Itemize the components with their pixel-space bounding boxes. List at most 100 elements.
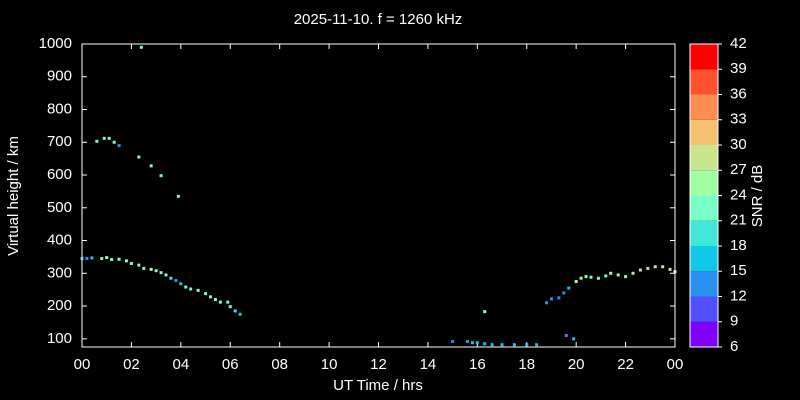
data-point <box>208 295 212 299</box>
colorbar-band <box>690 246 718 272</box>
colorbar-band <box>690 195 718 221</box>
y-tick-label: 1000 <box>39 35 72 52</box>
data-point <box>218 300 222 304</box>
y-tick-label: 500 <box>47 199 72 216</box>
colorbar-band <box>690 119 718 145</box>
colorbar-tick-label: 27 <box>730 161 747 178</box>
data-point <box>490 343 494 347</box>
data-point <box>110 258 114 262</box>
data-point <box>90 256 94 260</box>
data-point <box>465 339 469 343</box>
y-tick-label: 600 <box>47 166 72 183</box>
data-point <box>572 337 576 341</box>
data-point <box>124 259 128 263</box>
x-tick-label: 18 <box>518 356 535 373</box>
colorbar-tick-label: 33 <box>730 111 747 128</box>
data-point <box>579 276 583 280</box>
data-point <box>139 45 143 49</box>
data-point <box>646 266 650 270</box>
data-point <box>204 292 208 296</box>
data-point <box>562 291 566 295</box>
x-tick-label: 06 <box>222 356 239 373</box>
data-point <box>176 194 180 198</box>
x-tick-label: 08 <box>271 356 288 373</box>
x-tick-label: 14 <box>420 356 437 373</box>
y-tick-label: 900 <box>47 68 72 85</box>
data-point <box>137 155 141 159</box>
data-point <box>638 268 642 272</box>
data-point <box>470 341 474 345</box>
x-tick-label: 22 <box>617 356 634 373</box>
colorbar-tick-label: 39 <box>730 60 747 77</box>
x-tick-label: 12 <box>370 356 387 373</box>
x-tick-label: 10 <box>321 356 338 373</box>
x-tick-label: 04 <box>172 356 189 373</box>
data-point <box>512 343 516 347</box>
colorbar-tick-label: 9 <box>730 313 738 330</box>
data-point <box>574 279 578 283</box>
colorbar-band <box>690 44 718 70</box>
data-point <box>174 279 178 283</box>
data-point <box>589 275 593 279</box>
data-point <box>189 287 193 291</box>
y-axis-label: Virtual height / km <box>5 136 22 256</box>
data-point <box>557 296 561 300</box>
data-point <box>85 257 89 261</box>
data-point <box>112 140 116 144</box>
colorbar-band <box>690 321 718 347</box>
colorbar-tick-label: 42 <box>730 35 747 52</box>
data-point <box>179 282 183 286</box>
data-point <box>545 301 549 305</box>
data-point <box>238 312 242 316</box>
data-point <box>226 300 230 304</box>
data-point <box>117 257 121 261</box>
colorbar-band <box>690 220 718 246</box>
colorbar-tick-label: 12 <box>730 287 747 304</box>
y-tick-label: 800 <box>47 100 72 117</box>
colorbar-band <box>690 94 718 120</box>
colorbar-tick-label: 24 <box>730 186 747 203</box>
data-point <box>604 274 608 278</box>
colorbar-tick-label: 6 <box>730 338 738 355</box>
data-point <box>213 298 217 302</box>
data-point <box>129 261 133 265</box>
data-point <box>564 334 568 338</box>
y-tick-label: 100 <box>47 330 72 347</box>
colorbar-tick-label: 21 <box>730 212 747 229</box>
data-point <box>196 288 200 292</box>
data-point <box>596 276 600 280</box>
data-point <box>609 271 613 275</box>
data-point <box>567 286 571 290</box>
data-point <box>525 343 529 347</box>
data-point <box>500 343 504 347</box>
data-point <box>137 263 141 267</box>
data-point <box>95 139 99 143</box>
colorbar-tick-label: 36 <box>730 85 747 102</box>
y-tick-label: 200 <box>47 297 72 314</box>
data-point <box>164 273 168 277</box>
colorbar-tick-label: 15 <box>730 262 747 279</box>
data-point <box>483 342 487 346</box>
data-point <box>228 305 232 309</box>
y-tick-label: 400 <box>47 232 72 249</box>
x-tick-label: 00 <box>667 356 684 373</box>
colorbar-band <box>690 69 718 95</box>
data-point <box>159 271 163 275</box>
data-point <box>142 266 146 270</box>
colorbar-band <box>690 296 718 322</box>
data-point <box>159 174 163 178</box>
chart-title: 2025-11-10. f = 1260 kHz <box>294 11 463 28</box>
data-point <box>475 341 479 345</box>
plot-frame <box>81 43 676 348</box>
y-tick-label: 300 <box>47 264 72 281</box>
data-point <box>668 267 672 271</box>
colorbar-label: SNR / dB <box>749 165 766 228</box>
data-point <box>149 267 153 271</box>
data-point <box>184 285 188 289</box>
data-point <box>100 257 104 261</box>
data-point <box>149 164 153 168</box>
data-point <box>154 269 158 273</box>
data-point <box>661 265 665 269</box>
